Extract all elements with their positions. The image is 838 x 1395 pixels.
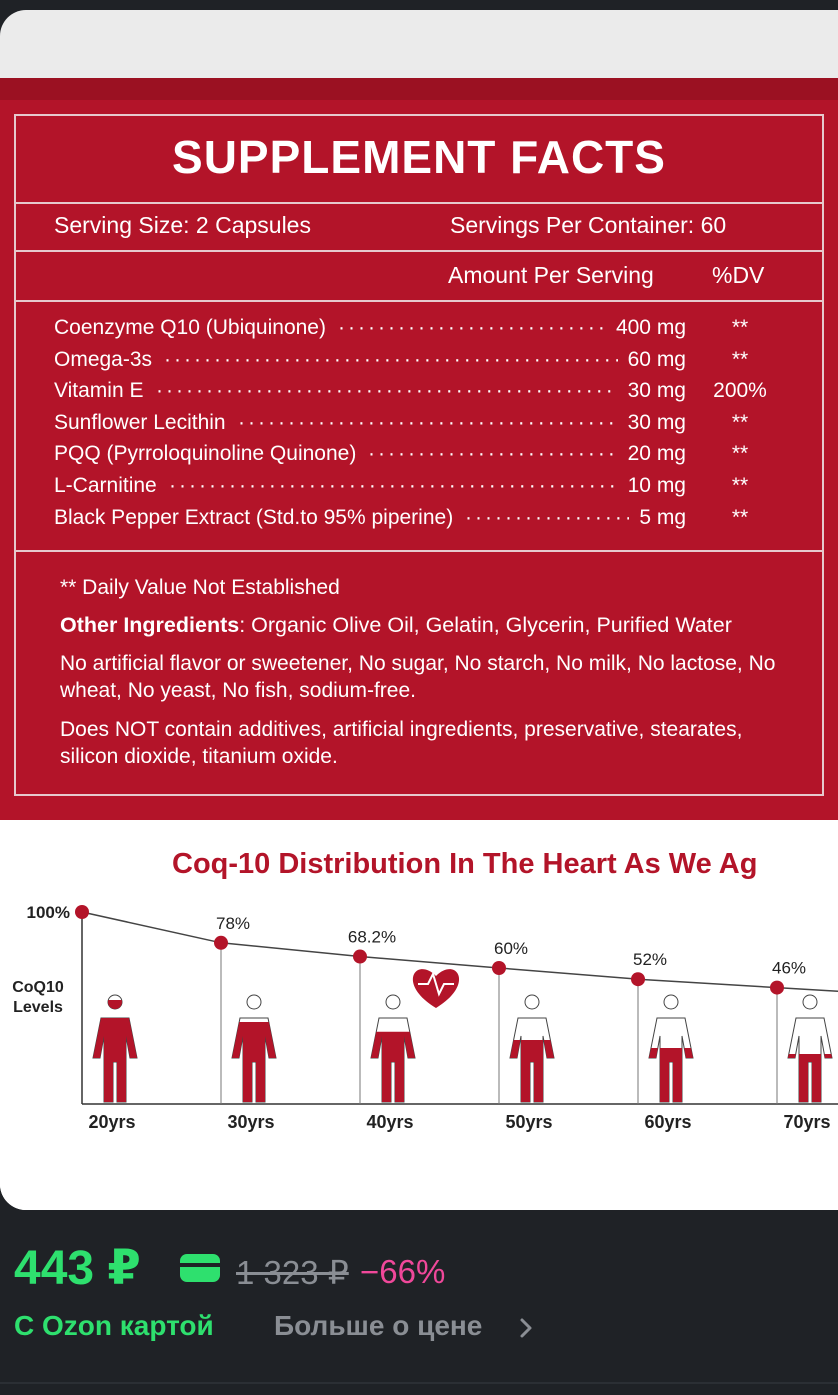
coq10-chart: Coq-10 Distribution In The Heart As We A… [0,820,838,1210]
x-tick-label: 40yrs [366,1112,413,1132]
ingredient-amount: 400 mg [615,316,686,339]
data-point [770,980,784,995]
other-ingredients: Other Ingredients: Organic Olive Oil, Ge… [60,612,800,639]
ingredient-amount: 60 mg [627,347,686,371]
pulse-line [418,971,454,997]
data-point [353,949,367,964]
current-price: 443 ₽ [14,1242,141,1295]
dot-leader: ········································… [465,505,629,529]
data-label: 46% [772,959,806,978]
ingredient-dv: ** [731,347,749,371]
product-card: SUPPLEMENT FACTS Serving Size: 2 Capsule… [0,10,838,1210]
ingredient-amount: 5 mg [639,505,686,529]
x-tick-label: 50yrs [505,1112,552,1132]
product-image[interactable]: SUPPLEMENT FACTS Serving Size: 2 Capsule… [0,78,838,1210]
ingredient-dv: ** [731,316,749,339]
data-label: 100% [27,903,70,922]
dot-leader: ········································… [338,316,606,339]
divider [16,550,822,552]
human-figure-fill [371,1031,415,1102]
divider [16,300,822,302]
ingredient-name: Omega-3s [54,347,153,371]
ingredient-amount: 20 mg [627,442,686,466]
ingredient-name: L-Carnitine [54,474,157,497]
data-point [214,935,228,950]
ingredient-row: Coenzyme Q10 (Ubiquinone) ···············… [54,316,774,346]
discount-badge: −66% [360,1253,446,1290]
other-ingredients-label: Other Ingredients [60,613,240,637]
human-figure-fill [232,1022,276,1102]
human-figure-outline [787,994,833,1103]
ingredient-name: Black Pepper Extract (Std.to 95% piperin… [54,505,454,529]
facts-frame: SUPPLEMENT FACTS Serving Size: 2 Capsule… [14,114,824,796]
facts-top-band [0,78,838,100]
data-label: 68.2% [348,928,396,947]
supplement-facts-panel: SUPPLEMENT FACTS Serving Size: 2 Capsule… [0,78,838,820]
chart-plot: 100% 20yrs 78% 30yrs 68.2% 40yrs 60% 50yrs 52% 60… [12,903,838,1132]
data-point [631,972,645,987]
ingredient-row: Vitamin E ·······························… [54,379,774,409]
dot-leader: ········································… [156,379,618,403]
data-point [75,905,89,919]
human-figure-fill [510,1040,554,1102]
amount-per-serving-header: Amount Per Serving [448,262,654,288]
divider [16,250,822,252]
status-strip [0,0,838,10]
dot-leader: ········································… [164,347,618,371]
ozon-card-label: С Ozon картой [14,1310,214,1341]
other-ingredients-text: : Organic Olive Oil, Gelatin, Glycerin, … [239,613,732,637]
price-row: 443 ₽ 1 323 ₽ −66% [14,1240,834,1300]
bottom-divider [0,1382,838,1384]
series-line [81,911,838,993]
ingredient-name: PQQ (Pyrroloquinoline Quinone) [54,442,357,466]
old-price: 1 323 ₽ [236,1254,349,1291]
more-about-price-link[interactable]: Больше о цене [274,1310,483,1341]
not-contain: Does NOT contain additives, artificial i… [60,718,743,768]
dot-leader: ········································… [169,474,618,497]
x-tick-label: 60yrs [644,1112,691,1132]
daily-value-note: ** Daily Value Not Established [60,576,340,599]
human-figure-fill [649,1048,693,1102]
serving-size: Serving Size: 2 Capsules [54,212,311,238]
ingredient-row: PQQ (Pyrroloquinoline Quinone) ··········… [54,442,774,472]
human-figure-fill [93,1000,137,1102]
x-tick-label: 20yrs [88,1112,135,1132]
ingredient-dv: 200% [713,379,767,403]
ingredient-amount: 30 mg [627,410,686,434]
y-axis-label: Levels [13,999,63,1016]
chevron-right-icon[interactable] [514,1316,538,1340]
no-list: No artificial flavor or sweetener, No su… [60,652,776,702]
x-tick-label: 30yrs [227,1112,274,1132]
ingredient-name: Sunflower Lecithin [54,410,226,434]
facts-title: SUPPLEMENT FACTS [172,131,666,183]
data-label: 60% [494,939,528,958]
chart-title: Coq-10 Distribution In The Heart As We A… [172,848,758,880]
ingredient-dv: ** [731,410,749,434]
ingredient-dv: ** [731,442,749,466]
data-label: 52% [633,950,667,969]
ingredient-dv: ** [731,474,749,497]
ingredient-amount: 10 mg [627,474,686,497]
human-figure-fill [788,1054,832,1102]
ingredient-row: L-Carnitine ·····························… [54,474,774,504]
ingredient-amount: 30 mg [627,379,686,403]
ingredient-name: Vitamin E [54,379,144,403]
divider [16,202,822,204]
dot-leader: ········································… [368,442,618,466]
ingredient-name: Coenzyme Q10 (Ubiquinone) [54,316,326,339]
y-axis-label: CoQ10 [12,979,64,996]
data-label: 78% [216,914,250,933]
dv-header: %DV [712,262,765,288]
dot-leader: ········································… [238,410,618,434]
ingredient-row: Omega-3s ································… [54,348,774,378]
ingredient-row: Sunflower Lecithin ······················… [54,411,774,441]
servings-per-container: Servings Per Container: 60 [450,212,727,238]
ingredient-row: Black Pepper Extract (Std.to 95% piperin… [54,506,774,536]
x-tick-label: 70yrs [783,1112,830,1132]
heart-icon [412,969,460,1008]
card-icon [180,1254,220,1282]
ingredient-dv: ** [731,505,749,529]
data-point [492,961,506,975]
